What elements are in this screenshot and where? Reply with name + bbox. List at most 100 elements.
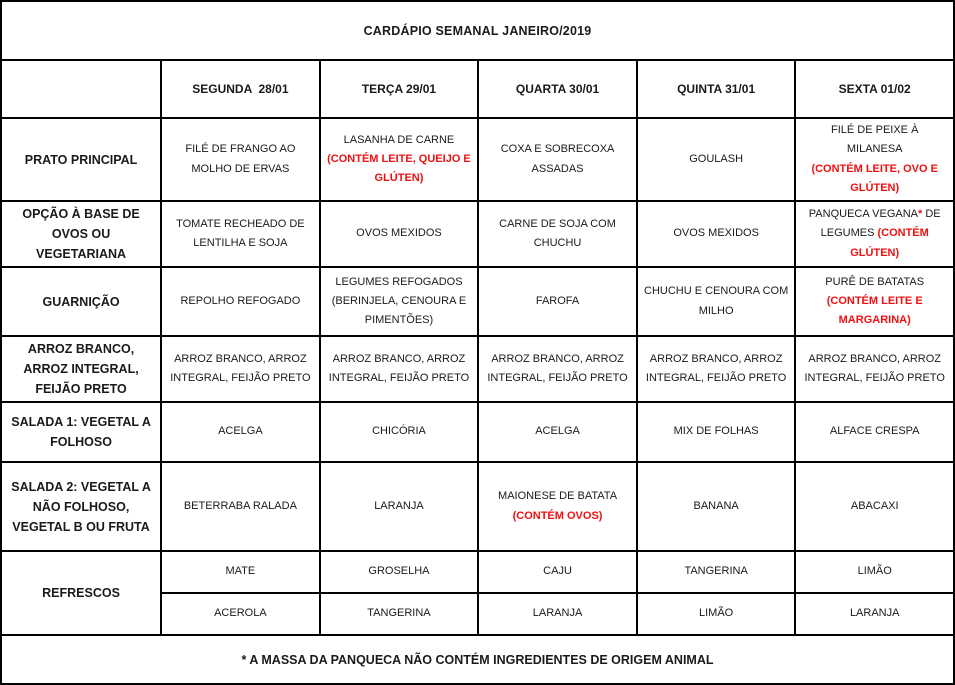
- menu-cell: FAROFA: [477, 266, 638, 337]
- menu-item-text: ARROZ BRANCO, ARROZ INTEGRAL, FEIJÃO PRE…: [804, 352, 945, 384]
- table-row: PRATO PRINCIPAL FILÉ DE FRANGO AO MOLHO D…: [0, 117, 955, 202]
- menu-item-text: LIMÃO: [857, 565, 892, 578]
- menu-item-text: ALFACE CRESPA: [829, 425, 920, 438]
- menu-cell: ARROZ BRANCO, ARROZ INTEGRAL, FEIJÃO PRE…: [160, 335, 321, 403]
- menu-item-text: CHICÓRIA: [372, 425, 426, 438]
- menu-item-text: FILÉ DE PEIXE À MILANESA: [830, 124, 919, 156]
- menu-item-text: MAIONESE DE BATATA: [498, 490, 618, 503]
- row-label: GUARNIÇÃO: [0, 266, 163, 337]
- menu-item-text: ARROZ BRANCO, ARROZ INTEGRAL, FEIJÃO PRE…: [170, 352, 311, 384]
- menu-item-text: TANGERINA: [684, 565, 748, 578]
- menu-cell: CHUCHU E CENOURA COM MILHO: [635, 266, 797, 337]
- menu-item-text: COXA E SOBRECOXA ASSADAS: [500, 143, 615, 175]
- menu-cell: ARROZ BRANCO, ARROZ INTEGRAL, FEIJÃO PRE…: [477, 335, 638, 403]
- table-row: ARROZ BRANCO, ARROZ INTEGRAL, FEIJÃO PRE…: [0, 335, 955, 403]
- menu-cell: PURÊ DE BATATAS (CONTÉM LEITE E MARGARINA…: [794, 266, 955, 337]
- menu-cell: COXA E SOBRECOXA ASSADAS: [477, 117, 638, 202]
- allergen-warning: (CONTÉM OVOS): [512, 509, 603, 522]
- table-row: GUARNIÇÃO REPOLHO REFOGADO LEGUMES REFOGAD…: [0, 266, 955, 337]
- menu-cell: ARROZ BRANCO, ARROZ INTEGRAL, FEIJÃO PRE…: [794, 335, 955, 403]
- menu-cell: CARNE DE SOJA COM CHUCHU: [477, 200, 638, 268]
- menu-item-text: GOULASH: [689, 152, 744, 165]
- allergen-warning: (CONTÉM LEITE, QUEIJO E GLÚTEN): [327, 152, 471, 185]
- menu-cell: ABACAXI: [794, 461, 955, 552]
- menu-cell: FILÉ DE FRANGO AO MOLHO DE ERVAS: [160, 117, 321, 202]
- menu-item-text: CARNE DE SOJA COM CHUCHU: [499, 217, 616, 249]
- menu-cell: ACELGA: [160, 401, 321, 463]
- allergen-warning: (CONTÉM LEITE, OVO E GLÚTEN): [811, 162, 938, 194]
- menu-cell: PANQUECA VEGANA* DE LEGUMES (CONTÉM GLÚT…: [794, 200, 955, 268]
- day-header: QUINTA 31/01: [635, 59, 797, 119]
- menu-item-text: CHUCHU E CENOURA COM MILHO: [644, 285, 789, 317]
- menu-cell: ARROZ BRANCO, ARROZ INTEGRAL, FEIJÃO PRE…: [635, 335, 797, 403]
- menu-cell: LARANJA: [318, 461, 480, 552]
- menu-item-text: ACELGA: [535, 425, 580, 438]
- menu-cell: LIMÃO: [794, 550, 955, 594]
- menu-cell: LIMÃO: [635, 592, 797, 636]
- menu-cell: LARANJA: [477, 592, 638, 636]
- menu-cell: BETERRABA RALADA: [160, 461, 321, 552]
- table-row: OPÇÃO À BASE DE OVOS OU VEGETARIANA TOMAT…: [0, 200, 955, 268]
- menu-item-text: ABACAXI: [850, 499, 899, 512]
- menu-item-text: GROSELHA: [368, 565, 430, 578]
- menu-cell: TOMATE RECHEADO DE LENTILHA E SOJA: [160, 200, 321, 268]
- menu-cell: TANGERINA: [318, 592, 480, 636]
- menu-cell: ALFACE CRESPA: [794, 401, 955, 463]
- day-header: TERÇA 29/01: [318, 59, 480, 119]
- menu-item-text: PANQUECA VEGANA: [808, 208, 918, 221]
- allergen-warning: (CONTÉM GLÚTEN): [850, 227, 929, 259]
- menu-cell: FILÉ DE PEIXE À MILANESA (CONTÉM LEITE, O…: [794, 117, 955, 202]
- allergen-warning: (CONTÉM LEITE E MARGARINA): [826, 294, 923, 327]
- menu-cell: LARANJA: [794, 592, 955, 636]
- menu-item-text: LARANJA: [849, 607, 900, 620]
- menu-item-text: BETERRABA RALADA: [183, 499, 297, 512]
- menu-item-text: CAJU: [543, 565, 572, 578]
- menu-cell: REPOLHO REFOGADO: [160, 266, 321, 337]
- footnote: * A MASSA DA PANQUECA NÃO CONTÉM INGREDI…: [0, 634, 955, 685]
- menu-cell: MIX DE FOLHAS: [635, 401, 797, 463]
- menu-cell: ACEROLA: [160, 592, 321, 636]
- menu-cell: GOULASH: [635, 117, 797, 202]
- menu-item-text: FAROFA: [535, 294, 580, 307]
- day-header: SEGUNDA 28/01: [160, 59, 321, 119]
- day-header-row: SEGUNDA 28/01 TERÇA 29/01 QUARTA 30/01 QUIN…: [0, 59, 955, 119]
- menu-cell: LASANHA DE CARNE (CONTÉM LEITE, QUEIJO E …: [318, 117, 480, 202]
- row-label: ARROZ BRANCO, ARROZ INTEGRAL, FEIJÃO PRE…: [0, 335, 163, 403]
- menu-item-text: FILÉ DE FRANGO AO MOLHO DE ERVAS: [185, 143, 296, 175]
- day-header: SEXTA 01/02: [794, 59, 955, 119]
- menu-item-text: ACELGA: [218, 425, 263, 438]
- row-label: PRATO PRINCIPAL: [0, 117, 163, 202]
- menu-cell: TANGERINA: [635, 550, 797, 594]
- table-row: ACEROLA TANGERINA LARANJA LIMÃO LARANJA: [1, 592, 955, 636]
- menu-cell: LEGUMES REFOGADOS (BERINJELA, CENOURA E …: [318, 266, 480, 337]
- table-row: SALADA 2: VEGETAL A NÃO FOLHOSO, VEGETAL…: [0, 461, 955, 552]
- menu-cell: OVOS MEXIDOS: [635, 200, 797, 268]
- menu-item-text: ARROZ BRANCO, ARROZ INTEGRAL, FEIJÃO PRE…: [328, 352, 470, 384]
- menu-item-text: ARROZ BRANCO, ARROZ INTEGRAL, FEIJÃO PRE…: [645, 352, 787, 384]
- menu-item-text: OVOS MEXIDOS: [673, 227, 759, 240]
- day-header: QUARTA 30/01: [477, 59, 638, 119]
- row-label: REFRESCOS: [0, 550, 163, 636]
- menu-cell: OVOS MEXIDOS: [318, 200, 480, 268]
- menu-item-text: TOMATE RECHEADO DE LENTILHA E SOJA: [176, 217, 305, 249]
- menu-item-text: ACEROLA: [214, 607, 267, 620]
- menu-item-text: MIX DE FOLHAS: [673, 425, 759, 438]
- menu-item-text: LEGUMES REFOGADOS (BERINJELA, CENOURA E …: [331, 275, 467, 327]
- row-label: SALADA 1: VEGETAL A FOLHOSO: [0, 401, 163, 463]
- row-label: SALADA 2: VEGETAL A NÃO FOLHOSO, VEGETAL…: [0, 461, 163, 552]
- table-row: SALADA 1: VEGETAL A FOLHOSO ACELGA CHICÓRI…: [0, 401, 955, 463]
- menu-item-text: LARANJA: [374, 499, 424, 512]
- menu-item-text: LARANJA: [532, 607, 583, 620]
- menu-cell: CHICÓRIA: [318, 401, 480, 463]
- menu-item-text: DE LEGUMES: [820, 208, 941, 240]
- menu-cell: CAJU: [477, 550, 638, 594]
- menu-item-text: TANGERINA: [367, 607, 431, 620]
- menu-cell: ARROZ BRANCO, ARROZ INTEGRAL, FEIJÃO PRE…: [318, 335, 480, 403]
- menu-cell: MATE: [160, 550, 321, 594]
- page-title: CARDÁPIO SEMANAL JANEIRO/2019: [0, 0, 955, 61]
- menu-cell: BANANA: [635, 461, 797, 552]
- menu-item-text: OVOS MEXIDOS: [356, 227, 442, 240]
- menu-item-text: LIMÃO: [699, 607, 734, 620]
- menu-item-text: BANANA: [693, 499, 739, 512]
